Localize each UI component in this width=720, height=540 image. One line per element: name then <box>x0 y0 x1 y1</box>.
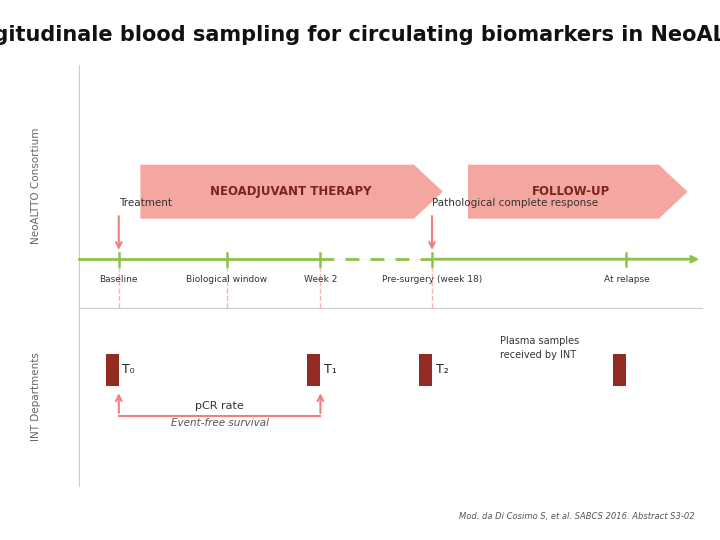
FancyBboxPatch shape <box>307 354 320 386</box>
Text: Week 2: Week 2 <box>304 275 337 285</box>
Text: NEOADJUVANT THERAPY: NEOADJUVANT THERAPY <box>210 185 372 198</box>
Text: Plasma samples
received by INT: Plasma samples received by INT <box>500 336 580 360</box>
Polygon shape <box>468 165 688 219</box>
Text: FOLLOW-UP: FOLLOW-UP <box>531 185 610 198</box>
Text: T₁: T₁ <box>324 363 337 376</box>
Text: Biological window: Biological window <box>186 275 267 285</box>
FancyBboxPatch shape <box>106 354 119 386</box>
Text: Mod. da Di Cosimo S, et al. SABCS 2016. Abstract S3-02: Mod. da Di Cosimo S, et al. SABCS 2016. … <box>459 512 695 521</box>
Polygon shape <box>140 165 443 219</box>
Text: Pathological complete response: Pathological complete response <box>432 198 598 208</box>
Text: INT Departments: INT Departments <box>31 353 41 441</box>
Text: Longitudinale blood sampling for circulating biomarkers in NeoALTTO: Longitudinale blood sampling for circula… <box>0 25 720 45</box>
Text: T₂: T₂ <box>436 363 449 376</box>
FancyBboxPatch shape <box>613 354 626 386</box>
Text: Treatment: Treatment <box>119 198 172 208</box>
Text: NeoALTTO Consortium: NeoALTTO Consortium <box>31 128 41 245</box>
Text: Baseline: Baseline <box>99 275 138 285</box>
Text: Pre-surgery (week 18): Pre-surgery (week 18) <box>382 275 482 285</box>
Text: pCR rate: pCR rate <box>195 401 244 411</box>
Text: At relapse: At relapse <box>603 275 649 285</box>
Text: Event-free survival: Event-free survival <box>171 418 269 429</box>
FancyBboxPatch shape <box>419 354 432 386</box>
Text: T₀: T₀ <box>122 363 135 376</box>
